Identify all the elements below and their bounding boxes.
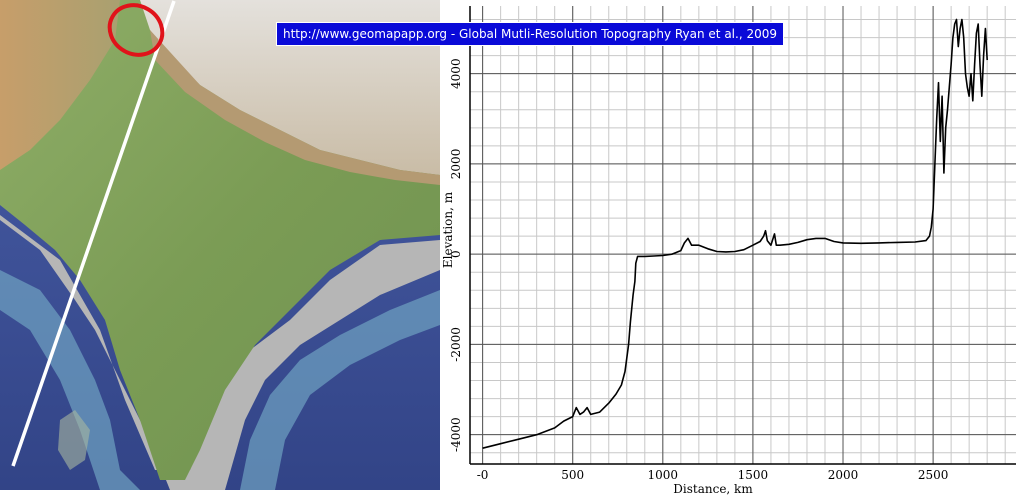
elevation-profile-svg: -0 500 1000 1500 2000 2500 -4000 -2000 0 2000 4000… — [440, 0, 1022, 496]
western-desert — [0, 0, 120, 170]
y-axis-title: Elevation, m — [441, 191, 455, 268]
tick-labels: -0 500 1000 1500 2000 2500 -4000 -2000 0 2000 4000 — [449, 58, 948, 482]
credit-banner[interactable]: http://www.geomapapp.org - Global Mutli-… — [276, 22, 784, 46]
x-tick-label: 1000 — [648, 468, 679, 482]
axes — [469, 6, 1016, 465]
y-tick-label: 4000 — [449, 58, 463, 89]
major-grid — [470, 6, 1016, 464]
x-axis-title: Distance, km — [673, 482, 753, 496]
x-tick-label: 2000 — [828, 468, 859, 482]
y-tick-label: 0 — [449, 250, 463, 258]
elevation-profile-line — [482, 18, 988, 449]
y-tick-label: -2000 — [449, 327, 463, 362]
x-tick-label: 2500 — [918, 468, 949, 482]
chart-background — [440, 0, 1022, 496]
x-tick-label: -0 — [477, 468, 489, 482]
y-tick-label: 2000 — [449, 149, 463, 180]
transect-line — [11, 0, 176, 467]
elevation-profile-chart: -0 500 1000 1500 2000 2500 -4000 -2000 0 2000 4000… — [440, 0, 1022, 496]
x-tick-label: 1500 — [738, 468, 769, 482]
y-tick-label: -4000 — [449, 417, 463, 452]
x-tick-label: 500 — [561, 468, 584, 482]
series-layer — [482, 18, 988, 449]
himalaya-foothills — [150, 30, 440, 185]
topography-map-image — [0, 0, 440, 490]
shallow-water-band — [0, 270, 140, 490]
continental-shelf — [0, 215, 440, 490]
topography-map — [0, 0, 440, 490]
maldive-ridge — [58, 410, 90, 470]
red-ellipse-marker — [107, 3, 165, 57]
shallow-water-band-east — [240, 290, 440, 490]
